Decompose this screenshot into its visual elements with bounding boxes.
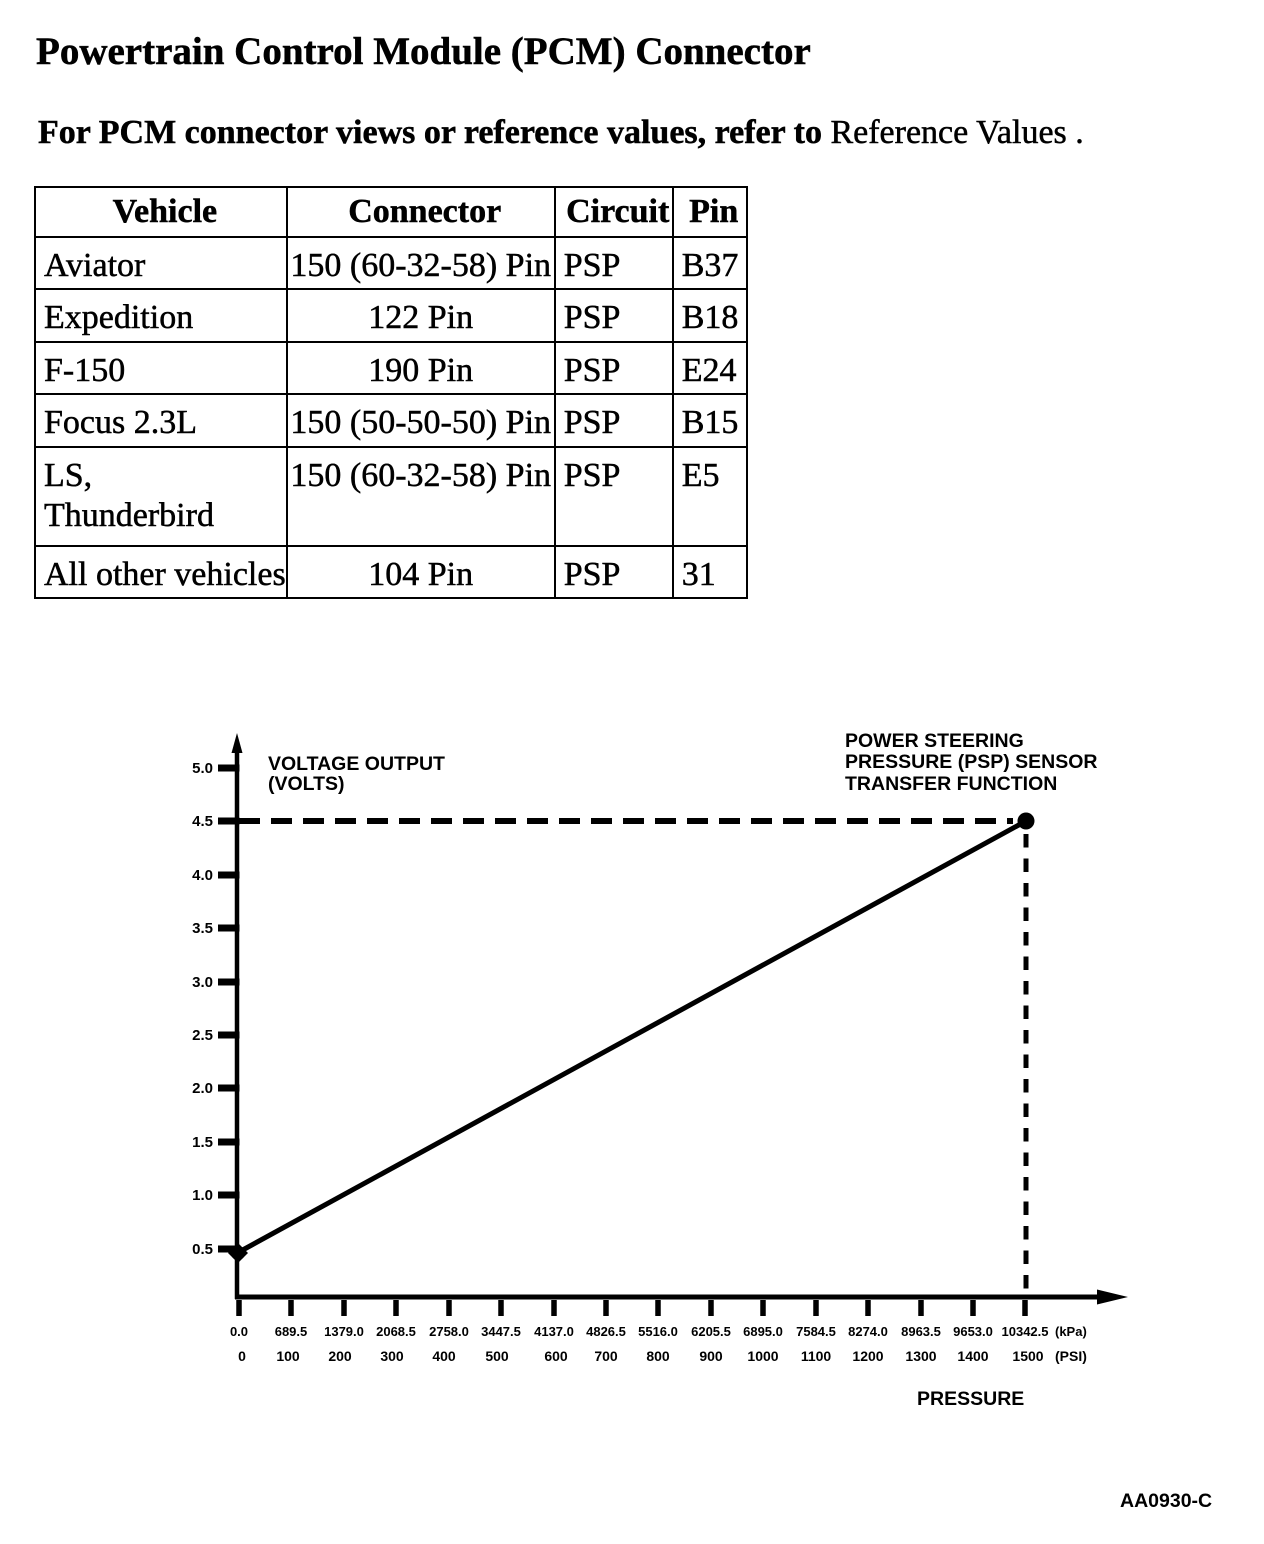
- svg-text:1500: 1500: [1012, 1348, 1043, 1364]
- svg-text:4.0: 4.0: [192, 867, 213, 884]
- svg-text:POWER STEERING: POWER STEERING: [845, 730, 1024, 752]
- svg-text:1.0: 1.0: [192, 1187, 213, 1204]
- svg-text:3.5: 3.5: [192, 920, 213, 937]
- svg-text:(PSI): (PSI): [1055, 1348, 1087, 1364]
- svg-text:7584.5: 7584.5: [796, 1324, 836, 1339]
- svg-text:2.5: 2.5: [192, 1027, 213, 1044]
- svg-text:2758.0: 2758.0: [429, 1324, 469, 1339]
- svg-text:500: 500: [485, 1348, 509, 1364]
- svg-text:4826.5: 4826.5: [586, 1324, 626, 1339]
- svg-text:TRANSFER FUNCTION: TRANSFER FUNCTION: [845, 773, 1057, 795]
- svg-text:4137.0: 4137.0: [534, 1324, 574, 1339]
- svg-text:1200: 1200: [852, 1348, 883, 1364]
- svg-text:(VOLTS): (VOLTS): [268, 773, 345, 795]
- svg-text:5.0: 5.0: [192, 760, 213, 777]
- svg-text:700: 700: [594, 1348, 618, 1364]
- svg-text:600: 600: [544, 1348, 568, 1364]
- svg-text:800: 800: [646, 1348, 670, 1364]
- svg-text:1300: 1300: [905, 1348, 936, 1364]
- svg-text:1100: 1100: [801, 1348, 832, 1364]
- svg-text:2068.5: 2068.5: [376, 1324, 416, 1339]
- svg-text:300: 300: [380, 1348, 404, 1364]
- svg-text:6895.0: 6895.0: [743, 1324, 783, 1339]
- svg-text:(kPa): (kPa): [1055, 1324, 1087, 1339]
- svg-text:10342.5: 10342.5: [1002, 1324, 1049, 1339]
- svg-text:8963.5: 8963.5: [901, 1324, 941, 1339]
- svg-text:0: 0: [238, 1348, 246, 1364]
- svg-text:9653.0: 9653.0: [953, 1324, 993, 1339]
- svg-text:900: 900: [699, 1348, 723, 1364]
- svg-text:400: 400: [432, 1348, 456, 1364]
- svg-text:0.0: 0.0: [230, 1324, 248, 1339]
- svg-text:3.0: 3.0: [192, 974, 213, 991]
- svg-text:200: 200: [328, 1348, 352, 1364]
- svg-text:1.5: 1.5: [192, 1134, 213, 1151]
- svg-text:1000: 1000: [747, 1348, 778, 1364]
- svg-text:PRESSURE: PRESSURE: [917, 1388, 1024, 1410]
- svg-text:6205.5: 6205.5: [691, 1324, 731, 1339]
- svg-text:100: 100: [276, 1348, 300, 1364]
- svg-text:0.5: 0.5: [192, 1241, 213, 1258]
- svg-text:1400: 1400: [957, 1348, 988, 1364]
- svg-text:689.5: 689.5: [275, 1324, 308, 1339]
- svg-text:PRESSURE (PSP) SENSOR: PRESSURE (PSP) SENSOR: [845, 751, 1097, 773]
- svg-text:VOLTAGE OUTPUT: VOLTAGE OUTPUT: [268, 753, 445, 775]
- svg-text:5516.0: 5516.0: [638, 1324, 678, 1339]
- svg-text:1379.0: 1379.0: [324, 1324, 364, 1339]
- svg-text:2.0: 2.0: [192, 1080, 213, 1097]
- svg-text:8274.0: 8274.0: [848, 1324, 888, 1339]
- svg-text:AA0930-C: AA0930-C: [1120, 1490, 1212, 1512]
- svg-text:3447.5: 3447.5: [481, 1324, 521, 1339]
- svg-text:4.5: 4.5: [192, 813, 213, 830]
